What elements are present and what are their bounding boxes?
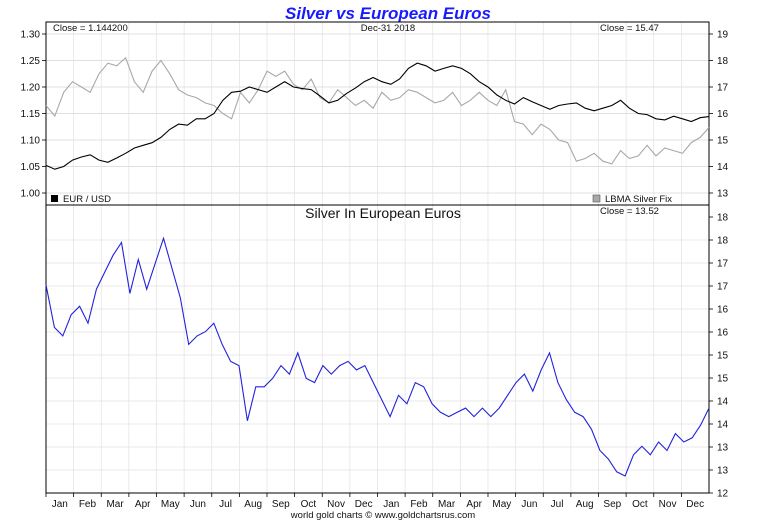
x-tick-label: Oct [632,499,648,510]
right-tick-label: 14 [717,162,729,173]
x-tick-label: Dec [355,499,373,510]
bottom-close-label: Close = 13.52 [600,206,659,217]
left-tick-label: 1.20 [21,83,41,94]
x-tick-label: Oct [301,499,317,510]
bottom-right-tick-label: 18 [717,236,729,247]
right-tick-label: 15 [717,136,729,147]
x-tick-label: Nov [659,499,677,510]
x-tick-label: Mar [106,499,124,510]
x-tick-label: Feb [410,499,428,510]
x-tick-label: Aug [576,499,594,510]
bottom-right-tick-label: 17 [717,259,729,270]
bottom-right-tick-label: 12 [717,489,729,500]
bottom-right-tick-label: 18 [717,213,729,224]
x-tick-label: Mar [438,499,456,510]
right-tick-label: 18 [717,56,729,67]
date-label: Dec-31 2018 [361,23,415,34]
left-tick-label: 1.30 [21,30,41,41]
bottom-right-tick-label: 16 [717,305,729,316]
bottom-right-tick-label: 16 [717,328,729,339]
right-close-label: Close = 15.47 [600,23,659,34]
x-tick-label: Sep [603,499,621,510]
x-tick-label: Jul [219,499,232,510]
x-tick-label: Jan [52,499,68,510]
x-tick-label: Sep [272,499,290,510]
right-tick-label: 13 [717,189,729,200]
bottom-right-tick-label: 17 [717,282,729,293]
x-tick-label: May [492,499,511,510]
chart-canvas: Silver vs European Euros 1.30 1.25 1.20 1.1… [0,0,759,527]
legend-swatch-silver-fix [593,195,600,202]
left-tick-label: 1.05 [21,162,41,173]
left-tick-label: 1.00 [21,189,41,200]
x-tick-label: Dec [686,499,704,510]
x-tick-label: Feb [79,499,97,510]
x-tick-label: Jun [521,499,537,510]
left-tick-label: 1.10 [21,136,41,147]
x-tick-label: May [161,499,180,510]
bottom-right-tick-label: 13 [717,466,729,477]
left-tick-label: 1.15 [21,109,41,120]
x-tick-label: Jan [383,499,399,510]
legend-lbma-silver-fix: LBMA Silver Fix [605,194,672,205]
left-tick-label: 1.25 [21,56,41,67]
legend-eur-usd: EUR / USD [63,194,111,205]
x-tick-label: Nov [327,499,345,510]
bottom-right-tick-label: 14 [717,420,729,431]
right-tick-label: 17 [717,83,729,94]
footer-credit: world gold charts © www.goldchartsrus.co… [290,510,475,521]
legend-swatch-eur-usd [51,195,58,202]
bottom-right-tick-label: 13 [717,443,729,454]
x-tick-label: Jun [190,499,206,510]
bottom-right-tick-label: 15 [717,374,729,385]
x-tick-label: Aug [244,499,262,510]
bottom-right-tick-label: 14 [717,397,729,408]
chart-title: Silver vs European Euros [285,4,491,23]
x-tick-label: Apr [466,499,482,510]
right-tick-label: 19 [717,30,729,41]
x-tick-label: Jul [551,499,564,510]
x-tick-label: Apr [135,499,151,510]
right-tick-label: 16 [717,109,729,120]
bottom-right-tick-label: 15 [717,351,729,362]
left-close-label: Close = 1.144200 [53,23,128,34]
bottom-panel-title: Silver In European Euros [305,205,461,221]
